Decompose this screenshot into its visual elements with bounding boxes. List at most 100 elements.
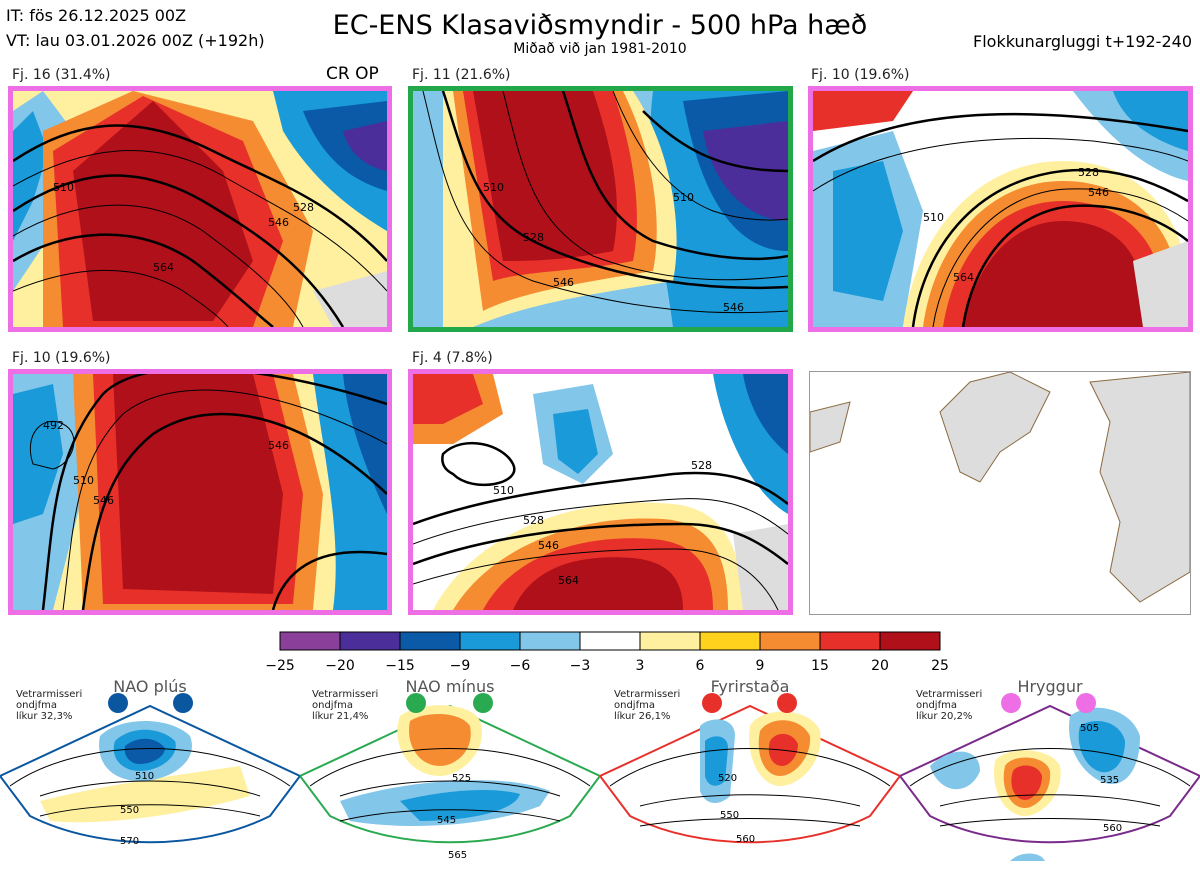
cluster-map-3[interactable]: 528 546 510 564 [808,86,1193,332]
colorbar-swatch [639,631,701,651]
colorbar-tick-label: −15 [385,658,415,674]
reference-map-coastlines [810,372,1190,603]
regime-note: Vetrarmisseri ondjfma líkur 32,3% [16,689,83,722]
regime-blocking: Fyrirstaða Vetrarmisseri ondjfma líkur 26,… [600,676,900,871]
colorbar-swatch [579,631,641,651]
colorbar: −25 −20 −15 −9 −6 −3 3 6 9 15 20 25 [265,631,949,674]
cluster-map-4[interactable]: 492 510 546 546 [8,369,392,615]
anomaly-field-4: 492 510 546 546 [13,374,387,610]
contour-label: 535 [1100,775,1119,786]
contour-label: 510 [135,771,154,782]
contour-label: 510 [53,181,74,194]
regime-title: Fyrirstaða [710,677,790,696]
regime-title: NAO mínus [405,677,495,696]
contour-label: 505 [1080,723,1099,734]
cluster-5-label: Fj. 4 (7.8%) [412,350,493,366]
contour-label: 528 [1078,166,1099,179]
colorbar-tick-label: 20 [871,658,889,674]
contour-label: 510 [493,484,514,497]
cluster-4-label: Fj. 10 (19.6%) [12,350,111,366]
anomaly-field-3: 528 546 510 564 [813,91,1188,327]
regime-marker [108,693,128,713]
contour-label: 564 [558,574,579,587]
colorbar-swatch [879,631,941,651]
colorbar-swatch [819,631,881,651]
regime-map: 525 545 565 [300,693,600,861]
contour-label: 564 [953,271,974,284]
colorbar-swatch [759,631,821,651]
regime-map: 510 550 570 [0,693,300,847]
contour-label: 546 [553,276,574,289]
regime-ridge: Hryggur Vetrarmisseri ondjfma líkur 20,2% … [900,676,1200,871]
cr-op-label: CR OP [326,64,379,84]
contour-label: 528 [523,231,544,244]
colorbar-tick-label: 6 [696,658,705,674]
regime-marker [1001,693,1021,713]
regime-marker [406,693,426,713]
contour-label: 560 [1103,823,1122,834]
initial-time: IT: fös 26.12.2025 00Z [6,6,187,25]
colorbar-swatches [279,631,941,651]
regime-note: Vetrarmisseri ondjfma líkur 21,4% [312,689,379,722]
contour-label: 550 [720,810,739,821]
reference-map [809,371,1191,615]
anomaly-field-2: 510 528 546 510 546 [413,91,788,327]
contour-label: 546 [93,494,114,507]
contour-label: 528 [293,201,314,214]
contour-label: 520 [718,773,737,784]
contour-label: 564 [153,261,174,274]
colorbar-tick-label: 9 [756,658,765,674]
colorbar-swatch [459,631,521,651]
regime-title: Hryggur [1017,677,1083,696]
cluster-2-label: Fj. 11 (21.6%) [412,67,511,83]
contour-label: 570 [120,836,139,847]
regime-marker [473,693,493,713]
contour-label: 510 [923,211,944,224]
contour-label: 528 [691,459,712,472]
colorbar-tick-label: −6 [510,658,531,674]
anomaly-field-5: 510 528 546 564 528 [413,374,788,610]
contour-label: 492 [43,419,64,432]
valid-time: VT: lau 03.01.2026 00Z (+192h) [6,31,265,50]
contour-label: 546 [268,216,289,229]
contour-label: 565 [448,850,467,861]
regime-marker [777,693,797,713]
contour-label: 546 [723,301,744,314]
colorbar-tick-label: 15 [811,658,829,674]
cluster-map-1[interactable]: 528 510 546 564 [8,86,392,332]
page-subtitle: Miðað við jan 1981-2010 [513,41,687,57]
clustering-window: Flokkunargluggi t+192-240 [973,32,1192,51]
contour-label: 510 [673,191,694,204]
contour-label: 510 [483,181,504,194]
regime-marker [173,693,193,713]
cluster-map-5[interactable]: 510 528 546 564 528 [408,369,793,615]
cluster-3-label: Fj. 10 (19.6%) [811,67,910,83]
contour-label: 510 [73,474,94,487]
contour-label: 560 [736,834,755,845]
contour-label: 546 [1088,186,1109,199]
colorbar-tick-label: 25 [931,658,949,674]
regime-note: Vetrarmisseri ondjfma líkur 20,2% [916,689,983,722]
contour-label: 525 [452,773,471,784]
anomaly-field-1: 528 510 546 564 [13,91,387,327]
regime-map: 520 550 560 [600,693,900,845]
colorbar-swatch [339,631,401,651]
cluster-map-2[interactable]: 510 528 546 510 546 [408,86,793,332]
regime-note: Vetrarmisseri ondjfma líkur 26,1% [614,689,681,722]
colorbar-ticks: −25 −20 −15 −9 −6 −3 3 6 9 15 20 25 [265,658,949,674]
contour-label: 546 [538,539,559,552]
page-title: EC-ENS Klasaviðsmyndir - 500 hPa hæð [332,10,868,41]
colorbar-swatch [399,631,461,651]
colorbar-tick-label: −25 [265,658,295,674]
contour-label: 546 [268,439,289,452]
contour-label: 528 [523,514,544,527]
colorbar-tick-label: −9 [450,658,471,674]
regime-nao-plus: NAO plús Vetrarmisseri ondjfma líkur 32,3%… [0,676,300,871]
colorbar-swatch [519,631,581,651]
regime-map: 505 535 560 [900,693,1200,861]
colorbar-tick-label: −20 [325,658,355,674]
colorbar-swatch [279,631,341,651]
regime-marker [1076,693,1096,713]
cluster-1-label: Fj. 16 (31.4%) [12,67,111,83]
contour-label: 550 [120,805,139,816]
